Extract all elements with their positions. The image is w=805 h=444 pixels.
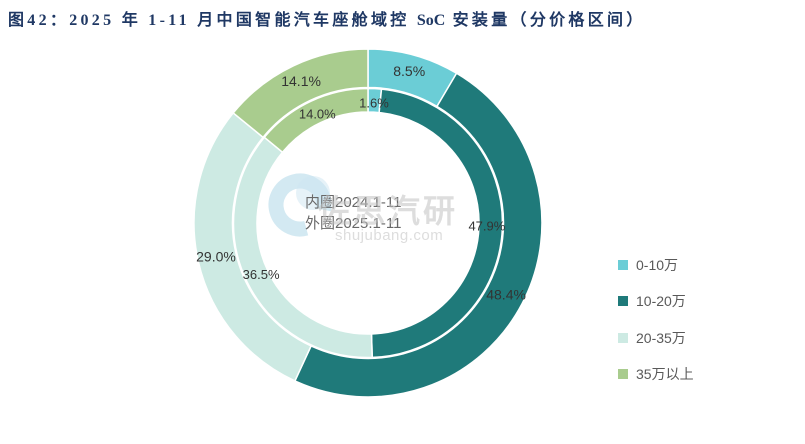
svg-text:36.5%: 36.5% [243,267,280,282]
svg-text:14.0%: 14.0% [299,107,336,122]
svg-text:8.5%: 8.5% [393,63,425,79]
svg-text:1.6%: 1.6% [359,96,389,111]
svg-text:29.0%: 29.0% [196,249,236,265]
svg-text:48.4%: 48.4% [486,286,526,302]
svg-text:14.1%: 14.1% [281,73,321,89]
